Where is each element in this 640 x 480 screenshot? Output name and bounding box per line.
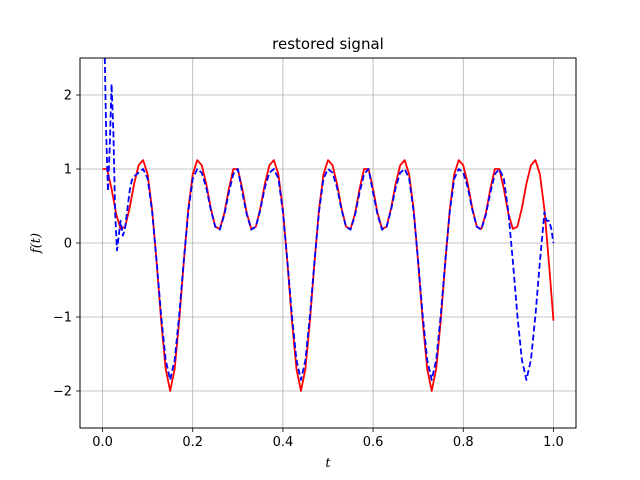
chart-title: restored signal bbox=[272, 35, 384, 53]
y-axis-label: f(t) bbox=[29, 233, 44, 254]
series-line-dashed bbox=[103, 58, 555, 381]
x-tick-label: 1.0 bbox=[543, 435, 564, 450]
x-tick-label: 0.8 bbox=[453, 435, 474, 450]
series-group bbox=[102, 58, 555, 392]
y-tick-label: 2 bbox=[64, 89, 72, 104]
x-tick-label: 0.6 bbox=[363, 435, 384, 450]
grid bbox=[80, 58, 576, 428]
x-tick-label: 0.2 bbox=[182, 435, 203, 450]
x-axis-label: t bbox=[325, 456, 331, 471]
x-tick-label: 0.0 bbox=[92, 435, 113, 450]
y-tick-label: 0 bbox=[64, 237, 72, 252]
y-tick-label: 1 bbox=[64, 163, 72, 178]
x-tick-label: 0.4 bbox=[273, 435, 294, 450]
y-tick-label: −1 bbox=[53, 311, 72, 326]
ticks: 0.0 0.2 0.4 0.6 0.8 1.0 −2 −1 0 1 2 bbox=[53, 89, 564, 451]
y-tick-label: −2 bbox=[53, 385, 72, 400]
